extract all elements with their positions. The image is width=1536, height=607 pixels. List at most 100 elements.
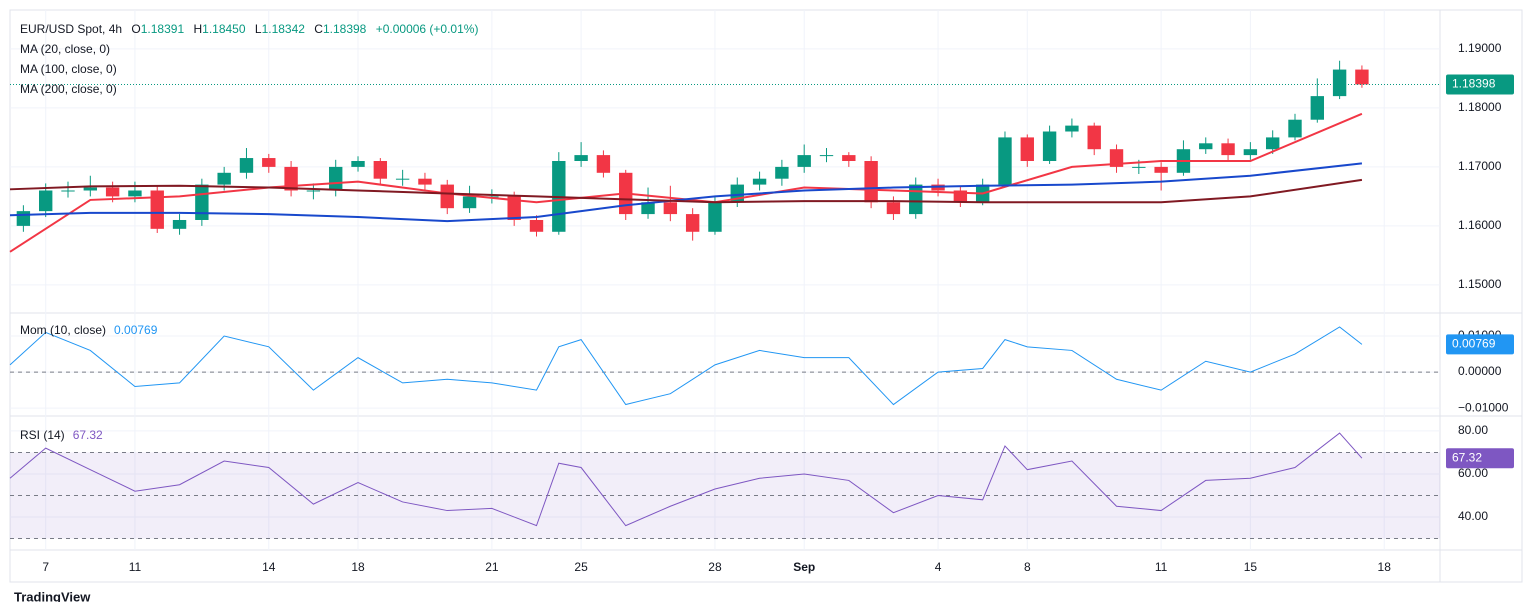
candle-body xyxy=(83,187,98,191)
last-price-badge-bg xyxy=(1446,74,1514,95)
ma-line xyxy=(9,112,1363,253)
x-tick-label: 7 xyxy=(42,560,49,574)
candle-body xyxy=(395,178,410,180)
x-tick-label: 4 xyxy=(935,560,942,574)
x-tick-label: 18 xyxy=(1378,560,1392,574)
candle-body xyxy=(842,155,856,161)
ohlc-key: H xyxy=(193,22,202,36)
candle-body xyxy=(1355,69,1369,85)
y-tick-label: 60.00 xyxy=(1458,466,1488,480)
plot: 7 11 14 18 21 25 28 Sep 4 8 11 15 18 1.15000 1.16000 1.… xyxy=(9,10,1514,574)
candle-body xyxy=(775,166,789,179)
mom-value: 0.00769 xyxy=(114,323,158,337)
candle-body xyxy=(306,190,321,192)
candle-body xyxy=(1265,137,1280,150)
candle-body xyxy=(574,155,588,161)
change: +0.00006 (+0.01%) xyxy=(376,22,479,36)
ma-line xyxy=(9,178,1363,204)
x-tick-label: 28 xyxy=(708,560,722,574)
candle-body xyxy=(1109,149,1124,167)
candle-body xyxy=(507,196,521,220)
candle-body xyxy=(1221,143,1235,156)
ma-legend: MA (200, close, 0) xyxy=(20,82,117,96)
candle-body xyxy=(1132,166,1146,168)
candle-body xyxy=(61,190,75,192)
x-tick-label: 15 xyxy=(1244,560,1258,574)
y-tick-label: 1.16000 xyxy=(1458,218,1502,232)
candle-body xyxy=(819,155,834,157)
y-tick-label: 1.18000 xyxy=(1458,100,1502,114)
x-tick-label: 25 xyxy=(574,560,588,574)
y-tick-label: −0.01000 xyxy=(1458,400,1509,414)
ma-legend: MA (20, close, 0) xyxy=(20,42,110,56)
rsi-value: 67.32 xyxy=(73,428,103,442)
x-tick-label: Sep xyxy=(793,560,815,574)
y-tick-label: 80.00 xyxy=(1458,423,1488,437)
momentum-line xyxy=(9,326,1363,406)
ohlc-value: 1.18450 xyxy=(202,22,246,36)
ohlc-value: 1.18391 xyxy=(141,22,185,36)
x-tick-label: 8 xyxy=(1024,560,1031,574)
candle-body xyxy=(16,211,31,226)
candle-body xyxy=(663,202,678,215)
candle-body xyxy=(1065,125,1079,132)
y-tick-label: 1.19000 xyxy=(1458,41,1502,55)
candle-body xyxy=(150,190,164,229)
candle-body xyxy=(284,166,298,191)
candle-body xyxy=(596,155,611,173)
mom-badge: 0.00769 xyxy=(1452,337,1496,351)
candle-body xyxy=(1243,149,1258,156)
candle-body xyxy=(1332,69,1347,97)
candle-body xyxy=(39,190,53,212)
y-tick-label: 1.15000 xyxy=(1458,277,1502,291)
candle-body xyxy=(373,161,388,179)
footer-logo: TradingView xyxy=(14,589,91,602)
candle-body xyxy=(418,178,432,185)
mom-badge-bg xyxy=(1446,334,1514,355)
candle-body xyxy=(886,202,901,215)
mom-legend: Mom (10, close) 0.00769 xyxy=(20,323,158,337)
candle-body xyxy=(685,214,700,232)
ohlc-key: O xyxy=(131,22,140,36)
candle-body xyxy=(953,190,968,203)
candle-body xyxy=(752,178,767,185)
y-tick-label: 40.00 xyxy=(1458,509,1488,523)
candle-body xyxy=(1199,143,1213,150)
candle-body xyxy=(351,161,365,167)
candle-body xyxy=(1154,166,1168,173)
candle-body xyxy=(195,184,209,220)
y-tick-label: 0.00000 xyxy=(1458,364,1502,378)
x-tick-label: 18 xyxy=(351,560,365,574)
candle-body xyxy=(998,137,1012,185)
x-tick-label: 11 xyxy=(129,560,142,574)
candle-body xyxy=(1310,96,1324,120)
candle-body xyxy=(440,184,454,209)
ohlc-key: C xyxy=(314,22,323,36)
header: EUR/USD Spot, 4h O1.18391 H1.18450 L1.18… xyxy=(20,22,478,36)
symbol: EUR/USD Spot, 4h xyxy=(20,22,122,36)
rsi-badge: 67.32 xyxy=(1452,450,1482,464)
ma-legend: MA (100, close, 0) xyxy=(20,62,117,76)
candle-body xyxy=(909,184,923,215)
candle-body xyxy=(1020,137,1034,161)
candle-body xyxy=(217,172,231,185)
candle-body xyxy=(262,158,276,167)
rsi-name: RSI (14) xyxy=(20,428,65,442)
x-tick-label: 11 xyxy=(1155,560,1168,574)
rsi-legend: RSI (14) 67.32 xyxy=(20,428,103,442)
mom-name: Mom (10, close) xyxy=(20,323,106,337)
candle-body xyxy=(462,196,477,209)
candle-body xyxy=(641,202,655,215)
candle-body xyxy=(1087,125,1101,150)
candle-body xyxy=(797,155,811,167)
last-price-badge: 1.18398 xyxy=(1452,77,1496,91)
candle-body xyxy=(1288,119,1302,138)
candle-body xyxy=(329,166,343,191)
candle-body xyxy=(1042,131,1057,161)
frame xyxy=(9,9,1523,583)
candle-body xyxy=(239,158,254,173)
candle-body xyxy=(529,219,544,232)
ohlc-value: 1.18342 xyxy=(262,22,306,36)
ohlc-key: L xyxy=(255,22,262,36)
